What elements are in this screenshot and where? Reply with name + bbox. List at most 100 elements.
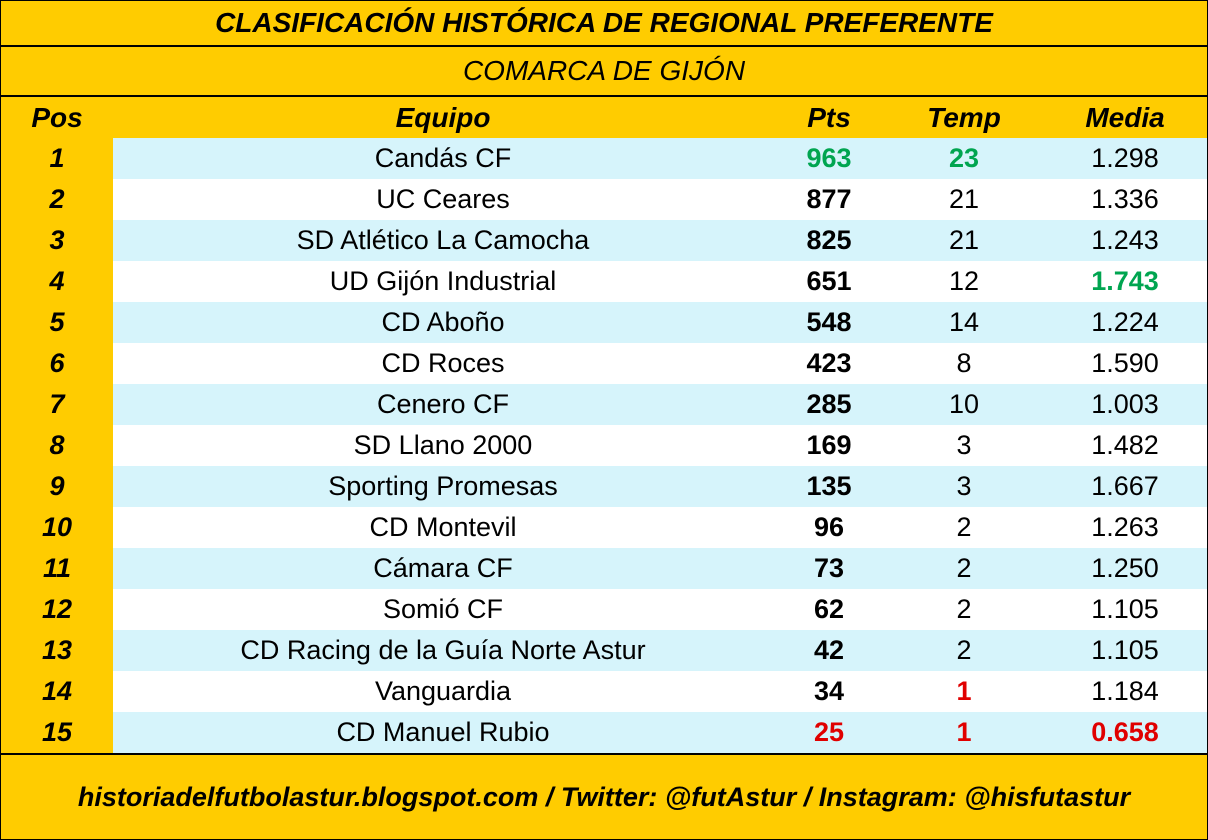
- row-media: 0.658: [1043, 712, 1207, 753]
- table-row: 7 Cenero CF 285 10 1.003: [1, 384, 1207, 425]
- row-media: 1.482: [1043, 425, 1207, 466]
- row-pos: 2: [1, 179, 113, 220]
- row-pts: 651: [773, 261, 885, 302]
- row-media: 1.184: [1043, 671, 1207, 712]
- table-row: 11 Cámara CF 73 2 1.250: [1, 548, 1207, 589]
- row-media: 1.250: [1043, 548, 1207, 589]
- row-pts: 62: [773, 589, 885, 630]
- row-temp: 21: [885, 179, 1043, 220]
- row-temp: 8: [885, 343, 1043, 384]
- row-pos: 9: [1, 466, 113, 507]
- table-row: 13 CD Racing de la Guía Norte Astur 42 2…: [1, 630, 1207, 671]
- table-row: 8 SD Llano 2000 169 3 1.482: [1, 425, 1207, 466]
- row-pts: 423: [773, 343, 885, 384]
- row-pos: 13: [1, 630, 113, 671]
- row-media: 1.243: [1043, 220, 1207, 261]
- table-row: 12 Somió CF 62 2 1.105: [1, 589, 1207, 630]
- row-team: Sporting Promesas: [113, 466, 773, 507]
- row-temp: 3: [885, 466, 1043, 507]
- row-temp: 2: [885, 548, 1043, 589]
- row-team: Vanguardia: [113, 671, 773, 712]
- table-row: 6 CD Roces 423 8 1.590: [1, 343, 1207, 384]
- row-temp: 21: [885, 220, 1043, 261]
- row-pts: 825: [773, 220, 885, 261]
- row-pos: 11: [1, 548, 113, 589]
- row-pos: 14: [1, 671, 113, 712]
- row-pos: 6: [1, 343, 113, 384]
- row-pts: 96: [773, 507, 885, 548]
- row-temp: 2: [885, 589, 1043, 630]
- row-pts: 963: [773, 138, 885, 179]
- footer-credits: historiadelfutbolastur.blogspot.com / Tw…: [1, 753, 1207, 839]
- row-team: CD Montevil: [113, 507, 773, 548]
- table-row: 14 Vanguardia 34 1 1.184: [1, 671, 1207, 712]
- table-row: 15 CD Manuel Rubio 25 1 0.658: [1, 712, 1207, 753]
- row-temp: 14: [885, 302, 1043, 343]
- row-team: UC Ceares: [113, 179, 773, 220]
- row-team: Somió CF: [113, 589, 773, 630]
- row-temp: 12: [885, 261, 1043, 302]
- row-team: UD Gijón Industrial: [113, 261, 773, 302]
- row-team: Cenero CF: [113, 384, 773, 425]
- row-pos: 12: [1, 589, 113, 630]
- row-media: 1.743: [1043, 261, 1207, 302]
- row-media: 1.298: [1043, 138, 1207, 179]
- row-media: 1.263: [1043, 507, 1207, 548]
- table-row: 4 UD Gijón Industrial 651 12 1.743: [1, 261, 1207, 302]
- row-pos: 3: [1, 220, 113, 261]
- row-team: SD Llano 2000: [113, 425, 773, 466]
- row-pos: 10: [1, 507, 113, 548]
- row-team: CD Aboño: [113, 302, 773, 343]
- table-row: 3 SD Atlético La Camocha 825 21 1.243: [1, 220, 1207, 261]
- row-temp: 2: [885, 630, 1043, 671]
- row-team: CD Manuel Rubio: [113, 712, 773, 753]
- row-team: SD Atlético La Camocha: [113, 220, 773, 261]
- row-media: 1.224: [1043, 302, 1207, 343]
- row-media: 1.105: [1043, 630, 1207, 671]
- row-team: CD Racing de la Guía Norte Astur: [113, 630, 773, 671]
- row-temp: 1: [885, 712, 1043, 753]
- row-temp: 10: [885, 384, 1043, 425]
- row-pts: 42: [773, 630, 885, 671]
- row-media: 1.590: [1043, 343, 1207, 384]
- header-team: Equipo: [113, 97, 773, 138]
- row-pts: 877: [773, 179, 885, 220]
- page-title: CLASIFICACIÓN HISTÓRICA DE REGIONAL PREF…: [1, 1, 1207, 47]
- row-pts: 169: [773, 425, 885, 466]
- table-row: 9 Sporting Promesas 135 3 1.667: [1, 466, 1207, 507]
- page-subtitle: COMARCA DE GIJÓN: [1, 47, 1207, 97]
- row-media: 1.336: [1043, 179, 1207, 220]
- row-temp: 1: [885, 671, 1043, 712]
- header-media: Media: [1043, 97, 1207, 138]
- row-team: Candás CF: [113, 138, 773, 179]
- table-row: 5 CD Aboño 548 14 1.224: [1, 302, 1207, 343]
- row-media: 1.003: [1043, 384, 1207, 425]
- table-row: 2 UC Ceares 877 21 1.336: [1, 179, 1207, 220]
- header-pts: Pts: [773, 97, 885, 138]
- table-row: 1 Candás CF 963 23 1.298: [1, 138, 1207, 179]
- row-pts: 73: [773, 548, 885, 589]
- row-team: CD Roces: [113, 343, 773, 384]
- row-pts: 34: [773, 671, 885, 712]
- row-temp: 2: [885, 507, 1043, 548]
- row-pos: 8: [1, 425, 113, 466]
- row-temp: 3: [885, 425, 1043, 466]
- header-temp: Temp: [885, 97, 1043, 138]
- header-pos: Pos: [1, 97, 113, 138]
- row-pos: 7: [1, 384, 113, 425]
- row-pts: 548: [773, 302, 885, 343]
- table-header-row: Pos Equipo Pts Temp Media: [1, 97, 1207, 138]
- row-team: Cámara CF: [113, 548, 773, 589]
- row-pos: 15: [1, 712, 113, 753]
- row-pts: 25: [773, 712, 885, 753]
- row-pos: 4: [1, 261, 113, 302]
- ranking-table: Pos Equipo Pts Temp Media 1 Candás CF 96…: [1, 97, 1207, 753]
- row-media: 1.105: [1043, 589, 1207, 630]
- row-media: 1.667: [1043, 466, 1207, 507]
- row-pos: 1: [1, 138, 113, 179]
- row-pos: 5: [1, 302, 113, 343]
- row-pts: 285: [773, 384, 885, 425]
- table-row: 10 CD Montevil 96 2 1.263: [1, 507, 1207, 548]
- row-pts: 135: [773, 466, 885, 507]
